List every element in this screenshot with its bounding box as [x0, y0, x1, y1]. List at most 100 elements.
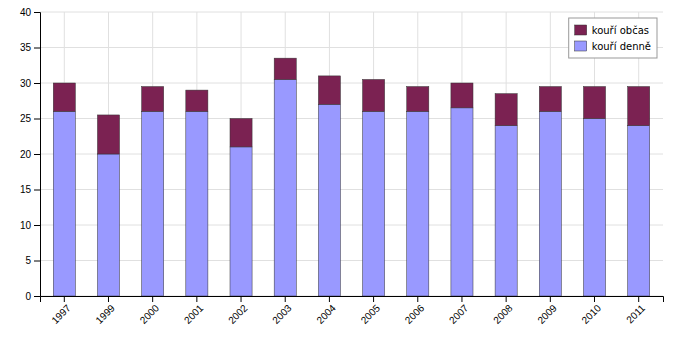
- bar: [583, 87, 605, 119]
- tick-mark: [638, 296, 639, 302]
- legend-box: [569, 18, 657, 58]
- bar: [142, 87, 164, 112]
- tick-label: 2000: [138, 302, 162, 326]
- bar: [451, 108, 473, 296]
- tick-label: 10: [20, 220, 32, 231]
- series: [53, 58, 649, 154]
- tick: 2000: [138, 296, 162, 326]
- bar: [407, 87, 429, 112]
- tick-label: 30: [20, 78, 32, 89]
- bar: [230, 147, 252, 296]
- bar: [53, 111, 75, 296]
- tick-mark: [34, 83, 40, 84]
- bar: [363, 111, 385, 296]
- tick-label: 1997: [49, 302, 73, 326]
- legend-item: kouří občas: [575, 25, 649, 36]
- tick-mark: [152, 296, 153, 302]
- tick-mark: [34, 119, 40, 120]
- bar: [230, 119, 252, 147]
- bar: [363, 79, 385, 111]
- legend-label: kouří občas: [592, 25, 649, 36]
- tick: 2007: [447, 296, 471, 326]
- tick: 2006: [403, 296, 427, 326]
- tick-label: 35: [20, 42, 32, 53]
- bar: [407, 111, 429, 296]
- bar: [318, 76, 340, 104]
- grid-line: [40, 225, 663, 226]
- bar: [628, 87, 650, 126]
- legend-item: kouří denně: [575, 41, 651, 52]
- bar: [274, 79, 296, 296]
- grid-line: [40, 260, 663, 261]
- bar: [495, 126, 517, 296]
- tick-label: 2011: [624, 302, 647, 325]
- tick: 35: [20, 42, 40, 53]
- legend-swatch: [575, 25, 587, 35]
- tick: 15: [20, 184, 40, 195]
- tick-label: 20: [20, 149, 32, 160]
- grid-line: [40, 83, 663, 84]
- tick: 25: [20, 113, 40, 124]
- bar: [97, 154, 119, 296]
- legend-swatch: [575, 41, 587, 51]
- tick: 30: [20, 78, 40, 89]
- tick-mark: [285, 296, 286, 302]
- tick-label: 1999: [93, 302, 117, 326]
- tick-mark: [417, 296, 418, 302]
- series: [53, 79, 649, 296]
- tick: 2002: [226, 296, 250, 326]
- tick: 20: [20, 149, 40, 160]
- y-axis: 0 5 10 15 20 25 30 35 40: [20, 7, 41, 302]
- tick-mark: [550, 296, 551, 302]
- bar: [186, 90, 208, 111]
- axis-line: [34, 13, 41, 297]
- tick-label: 15: [20, 184, 32, 195]
- tick: 2004: [314, 296, 338, 326]
- tick-label: 2007: [447, 302, 471, 326]
- tick-mark: [329, 296, 330, 302]
- tick: 2005: [359, 296, 383, 326]
- tick: 1997: [49, 296, 73, 326]
- tick-mark: [64, 296, 65, 302]
- bar: [142, 111, 164, 296]
- tick-label: 5: [25, 255, 31, 266]
- tick: 0: [25, 291, 40, 302]
- bar: [318, 104, 340, 296]
- tick: 5: [25, 255, 40, 266]
- tick-mark: [34, 154, 40, 155]
- tick-label: 2008: [491, 302, 515, 326]
- chart: 0 5 10 15 20 25 30 35 40 1997 1999 2000 2001 2002 20 0 3…: [0, 0, 677, 344]
- tick-label: 2005: [359, 302, 383, 326]
- grid-line: [40, 12, 663, 13]
- tick-label: 2004: [314, 302, 338, 326]
- tick: 1999: [93, 296, 117, 326]
- tick: 10: [20, 220, 40, 231]
- tick-mark: [34, 225, 40, 226]
- bar: [539, 87, 561, 112]
- tick-mark: [196, 296, 197, 302]
- tick-label: 2006: [403, 302, 427, 326]
- tick-mark: [241, 296, 242, 302]
- tick: 2011: [624, 296, 647, 325]
- bar: [628, 126, 650, 296]
- tick-label: 2001: [182, 302, 206, 326]
- legend-label: kouří denně: [592, 41, 651, 52]
- tick-label: 2010: [579, 302, 603, 326]
- bar: [97, 115, 119, 154]
- tick-label: 40: [20, 7, 32, 18]
- grid-line: [40, 154, 663, 155]
- tick: 2001: [182, 296, 206, 326]
- tick-mark: [34, 261, 40, 262]
- tick-mark: [34, 190, 40, 191]
- bar: [186, 111, 208, 296]
- bar: [451, 83, 473, 108]
- tick-label: 0: [25, 291, 31, 302]
- grid-line: [40, 189, 663, 190]
- tick: 40: [20, 7, 40, 18]
- tick-label: 2002: [226, 302, 250, 326]
- bar: [539, 111, 561, 296]
- tick-mark: [108, 296, 109, 302]
- plot: 0 5 10 15 20 25 30 35 40 1997 1999 2000 2001 2002 20 0 3…: [20, 7, 664, 326]
- bars: [53, 58, 649, 296]
- tick: 2008: [491, 296, 515, 326]
